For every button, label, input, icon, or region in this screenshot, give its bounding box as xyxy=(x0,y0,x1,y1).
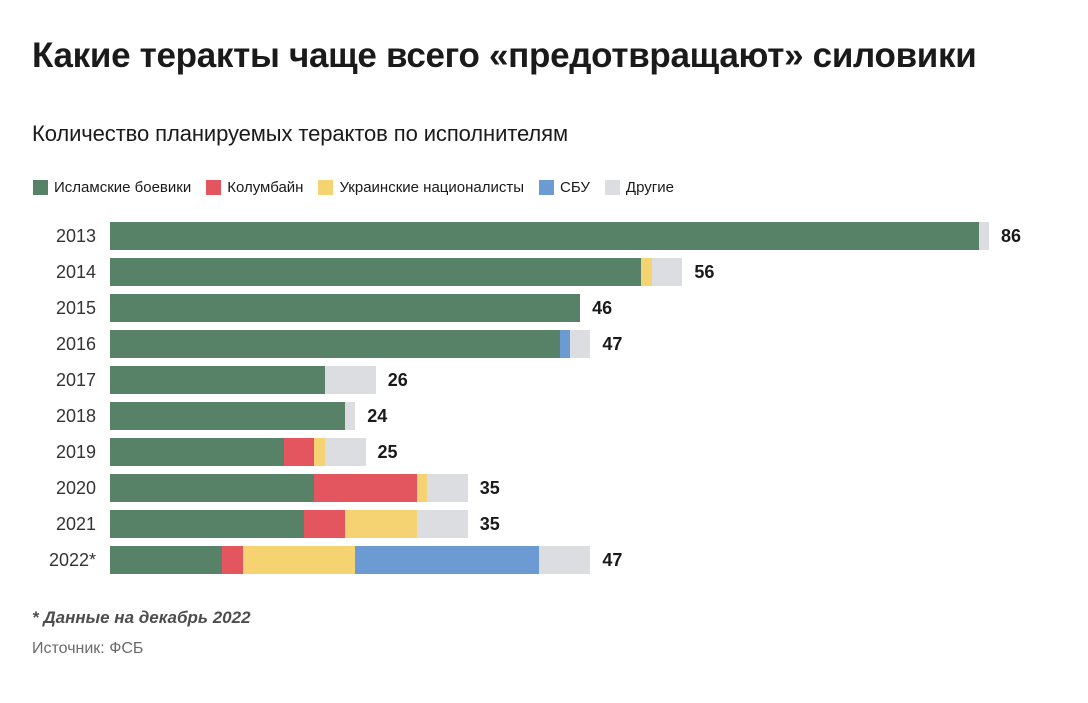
stacked-bar[interactable] xyxy=(110,330,591,358)
bar-value-label: 25 xyxy=(377,441,398,462)
bar-segment[interactable] xyxy=(324,438,366,466)
category-label: 2021 xyxy=(55,513,96,534)
bar-value-label: 26 xyxy=(387,369,408,390)
legend-swatch-icon-ukr_nationalists xyxy=(318,180,334,195)
legend-swatch-icon-islamists xyxy=(33,180,48,195)
chart-row: 2018 24 xyxy=(0,398,1088,434)
legend-item-ukr_nationalists[interactable]: Украинские националисты xyxy=(318,180,524,195)
chart-subtitle: Количество планируемых терактов по испол… xyxy=(32,121,568,146)
chart-legend: Исламские боевики Колумбайн Украинские нац… xyxy=(33,180,689,195)
legend-swatch-icon-columbine xyxy=(206,180,222,195)
bar-segment[interactable] xyxy=(426,474,468,502)
bar-segment[interactable] xyxy=(242,546,356,574)
category-label: 2022* xyxy=(48,549,96,570)
chart-row: 2021 35 xyxy=(0,506,1088,542)
bar-segment[interactable] xyxy=(304,510,346,538)
stacked-bar[interactable] xyxy=(110,402,356,430)
chart-row: 2016 47 xyxy=(0,326,1088,362)
bar-value-label: 35 xyxy=(479,513,500,534)
legend-item-label: Исламские боевики xyxy=(54,179,192,196)
bar-segment[interactable] xyxy=(222,546,243,574)
bar-value-label: 24 xyxy=(367,405,388,426)
bar-segment[interactable] xyxy=(110,402,346,430)
bar-segment[interactable] xyxy=(539,546,591,574)
legend-swatch-icon-other xyxy=(604,180,620,195)
bar-value-label: 35 xyxy=(479,477,500,498)
bar-segment[interactable] xyxy=(110,438,284,466)
source-credit: Источник: ФСБ xyxy=(32,640,144,657)
legend-item-label: Украинские националисты xyxy=(339,179,525,196)
legend-item-label: Другие xyxy=(625,179,674,196)
bar-segment[interactable] xyxy=(569,330,591,358)
bar-segment[interactable] xyxy=(110,330,560,358)
footnote: * Данные на декабрь 2022 xyxy=(32,608,251,627)
legend-item-islamists[interactable]: Исламские боевики xyxy=(33,180,191,195)
bar-value-label: 47 xyxy=(602,333,623,354)
bar-segment[interactable] xyxy=(559,330,570,358)
bar-value-label: 47 xyxy=(602,549,623,570)
category-label: 2013 xyxy=(55,225,96,246)
bar-segment[interactable] xyxy=(345,402,356,430)
stacked-bar[interactable] xyxy=(110,510,468,538)
category-label: 2017 xyxy=(55,369,96,390)
bar-segment[interactable] xyxy=(651,258,683,286)
bar-segment[interactable] xyxy=(978,222,989,250)
legend-swatch-icon-sbu xyxy=(539,180,555,195)
bar-segment[interactable] xyxy=(110,222,979,250)
bar-segment[interactable] xyxy=(110,474,315,502)
bar-segment[interactable] xyxy=(314,474,417,502)
bar-segment[interactable] xyxy=(355,546,540,574)
bar-segment[interactable] xyxy=(110,294,581,322)
bar-segment[interactable] xyxy=(641,258,652,286)
stacked-bar[interactable] xyxy=(110,366,376,394)
legend-item-label: Колумбайн xyxy=(227,179,304,196)
category-label: 2020 xyxy=(55,477,96,498)
stacked-bar[interactable] xyxy=(110,474,468,502)
bar-segment[interactable] xyxy=(416,474,427,502)
chart-row: 2013 86 xyxy=(0,218,1088,254)
legend-item-label: СБУ xyxy=(560,179,590,196)
chart-row: 2015 46 xyxy=(0,290,1088,326)
chart-row: 2022* 47 xyxy=(0,542,1088,578)
bar-segment[interactable] xyxy=(324,366,376,394)
bar-value-label: 86 xyxy=(1001,225,1022,246)
legend-item-sbu[interactable]: СБУ xyxy=(539,180,590,195)
stacked-bar[interactable] xyxy=(110,258,683,286)
category-label: 2018 xyxy=(55,405,96,426)
bar-segment[interactable] xyxy=(314,438,325,466)
bar-value-label: 56 xyxy=(694,261,715,282)
chart-row: 2014 56 xyxy=(0,254,1088,290)
bar-value-label: 46 xyxy=(592,297,613,318)
legend-item-columbine[interactable]: Колумбайн xyxy=(206,180,303,195)
chart-row: 2019 25 xyxy=(0,434,1088,470)
chart-row: 2020 35 xyxy=(0,470,1088,506)
stacked-bar[interactable] xyxy=(110,438,366,466)
bar-segment[interactable] xyxy=(283,438,315,466)
bar-segment[interactable] xyxy=(110,366,325,394)
category-label: 2016 xyxy=(55,333,96,354)
bar-segment[interactable] xyxy=(110,258,642,286)
page-title: Какие теракты чаще всего «предотвращают»… xyxy=(32,36,977,76)
category-label: 2014 xyxy=(55,261,96,282)
bar-segment[interactable] xyxy=(110,546,223,574)
stacked-bar[interactable] xyxy=(110,546,591,574)
bar-segment[interactable] xyxy=(416,510,468,538)
stacked-bar-chart: 2013 86 2014 56 2015 46 2016 47 2017 26 2018 24 2019… xyxy=(0,218,1088,578)
stacked-bar[interactable] xyxy=(110,294,581,322)
bar-segment[interactable] xyxy=(345,510,417,538)
legend-item-other[interactable]: Другие xyxy=(604,179,674,196)
category-label: 2019 xyxy=(55,441,96,462)
chart-row: 2017 26 xyxy=(0,362,1088,398)
stacked-bar[interactable] xyxy=(110,222,989,250)
bar-segment[interactable] xyxy=(110,510,305,538)
category-label: 2015 xyxy=(55,297,96,318)
